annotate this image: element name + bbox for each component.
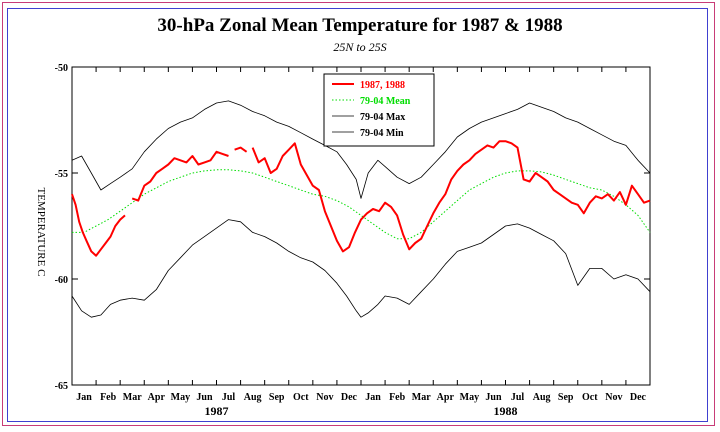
- outer-frame-border: [2, 2, 715, 426]
- x-tick-label-month: Aug: [244, 392, 262, 403]
- y-axis: -50 -55 -60 -65: [55, 63, 650, 392]
- x-tick-label-month: Feb: [389, 392, 406, 403]
- y-tick-label: -65: [55, 381, 68, 392]
- x-tick-label-month: Jun: [196, 392, 213, 403]
- x-tick-label-month: Oct: [293, 392, 309, 403]
- x-tick-label-month: Dec: [341, 392, 358, 403]
- x-tick-label-month: Sep: [269, 392, 285, 403]
- legend-label-mean: 79-04 Mean: [360, 96, 411, 107]
- x-tick-label-month: Dec: [630, 392, 647, 403]
- x-tick-label-month: Nov: [605, 392, 622, 403]
- x-tick-label-month: Mar: [412, 392, 431, 403]
- legend: 1987, 1988 79-04 Mean 79-04 Max 79-04 Min: [323, 73, 435, 147]
- inner-frame-border: [7, 8, 708, 422]
- legend-label-obs: 1987, 1988: [360, 80, 405, 91]
- x-tick-label-month: Apr: [437, 392, 455, 403]
- x-tick-label-month: Mar: [123, 392, 142, 403]
- series-layer: [71, 100, 651, 318]
- x-tick-label-month: May: [460, 392, 479, 403]
- x-year-label: 1988: [494, 404, 518, 418]
- legend-label-min: 79-04 Min: [360, 128, 404, 139]
- x-year-label: 1987: [205, 404, 229, 418]
- x-axis: Jan Feb Mar Apr May Jun Jul Aug Sep Oct Nov Dec Jan F…: [71, 67, 651, 418]
- chart-title: 30-hPa Zonal Mean Temperature for 1987 &…: [157, 15, 563, 36]
- x-tick-label-month: May: [171, 392, 190, 403]
- y-tick-label: -50: [55, 63, 68, 74]
- x-tick-label-month: Sep: [558, 392, 574, 403]
- x-tick-label-month: Oct: [582, 392, 598, 403]
- x-tick-label-month: Apr: [148, 392, 166, 403]
- x-tick-label-month: Nov: [316, 392, 333, 403]
- series-line-obs: [71, 140, 651, 257]
- series-line-min: [71, 219, 651, 318]
- series-line-max: [71, 100, 651, 199]
- series-line-mean: [72, 169, 651, 240]
- y-tick-label: -55: [55, 169, 68, 180]
- chart-subtitle: 25N to 25S: [333, 40, 387, 54]
- x-tick-label-month: Jan: [365, 392, 381, 403]
- x-tick-label-month: Jun: [485, 392, 502, 403]
- legend-box: [323, 73, 435, 147]
- x-tick-label-month: Feb: [100, 392, 117, 403]
- x-tick-label-month: Aug: [533, 392, 551, 403]
- y-tick-label: -60: [55, 275, 68, 286]
- x-tick-label-month: Jan: [76, 392, 92, 403]
- x-tick-label-month: Jul: [511, 392, 525, 403]
- legend-label-max: 79-04 Max: [360, 112, 405, 123]
- y-axis-label: TEMPERATURE C: [35, 188, 47, 277]
- x-tick-label-month: Jul: [222, 392, 236, 403]
